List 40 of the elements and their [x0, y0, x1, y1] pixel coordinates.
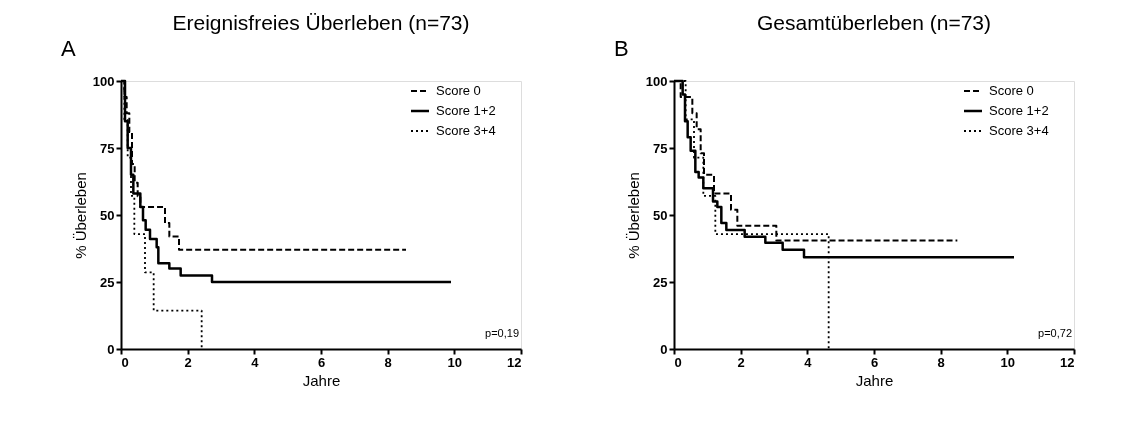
- y-tick-label: 100: [645, 73, 668, 89]
- y-tick-label: 25: [653, 274, 668, 290]
- y-tick-label: 75: [100, 140, 115, 156]
- x-tick-label: 10: [447, 354, 463, 370]
- x-tick-label: 4: [251, 354, 260, 370]
- x-tick-label: 6: [317, 354, 326, 370]
- y-tick-label: 100: [92, 73, 115, 89]
- legend-label: Score 1+2: [436, 103, 496, 118]
- x-tick-label: 10: [1000, 354, 1016, 370]
- text: A: [61, 36, 76, 61]
- annotation: p=0,72: [1038, 327, 1072, 339]
- legend-label: Score 0: [436, 83, 481, 98]
- y-tick-label: 50: [653, 207, 668, 223]
- x-tick-label: 2: [737, 354, 745, 370]
- y-tick-label: 0: [660, 341, 668, 357]
- y-tick-label: 75: [653, 140, 668, 156]
- y-tick-label: 0: [107, 341, 115, 357]
- y-tick-label: 25: [100, 274, 115, 290]
- text: B: [614, 36, 629, 61]
- x-axis-title: Jahre: [302, 371, 341, 389]
- x-tick-label: 12: [1060, 354, 1075, 370]
- x-tick-label: 0: [121, 354, 129, 370]
- x-tick-label: 4: [804, 354, 813, 370]
- x-tick-label: 6: [870, 354, 879, 370]
- x-tick-label: 12: [507, 354, 522, 370]
- legend-label: Score 1+2: [989, 103, 1049, 118]
- x-tick-label: 8: [937, 354, 945, 370]
- chart-title: Ereignisfreies Überleben (n=73): [172, 11, 470, 34]
- annotation: p=0,19: [485, 327, 519, 339]
- y-tick-label: 50: [100, 207, 115, 223]
- y-axis-title: % Überleben: [71, 172, 89, 259]
- legend-label: Score 3+4: [436, 123, 496, 138]
- legend-label: Score 0: [989, 83, 1034, 98]
- x-axis-title: Jahre: [855, 371, 894, 389]
- chart-title: Gesamtüberleben (n=73): [756, 11, 992, 34]
- x-tick-label: 2: [184, 354, 192, 370]
- y-axis-title: % Überleben: [624, 172, 642, 259]
- legend-label: Score 3+4: [989, 123, 1049, 138]
- x-tick-label: 0: [674, 354, 682, 370]
- x-tick-label: 8: [384, 354, 392, 370]
